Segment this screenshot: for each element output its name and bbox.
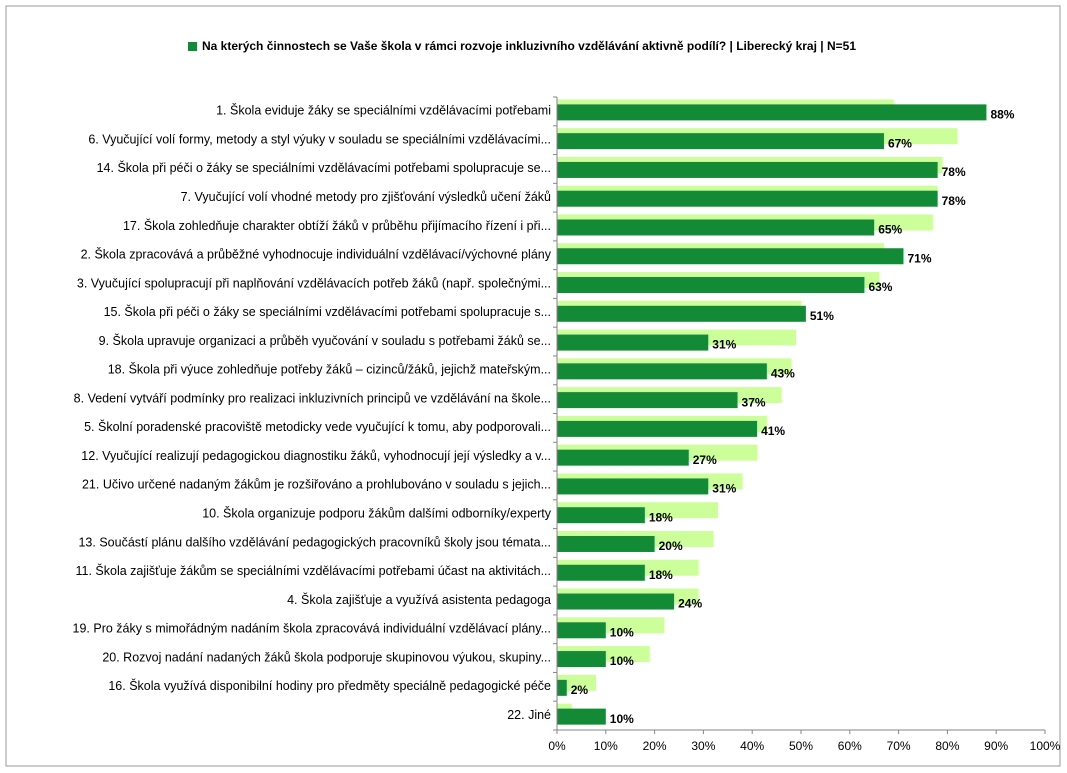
x-tick-label: 10% <box>594 739 618 753</box>
bar <box>557 219 875 236</box>
value-label: 78% <box>942 165 966 179</box>
value-label: 78% <box>942 194 966 208</box>
x-tick-label: 40% <box>740 739 764 753</box>
value-label: 67% <box>888 136 912 150</box>
x-tick-label: 20% <box>643 739 667 753</box>
category-label: 19. Pro žáky s mimořádným nadáním škola … <box>73 622 551 636</box>
category-label: 16. Škola využívá disponibilní hodiny pr… <box>108 678 551 693</box>
category-label: 3. Vyučující spolupracují při naplňování… <box>77 276 551 290</box>
category-label: 6. Vyučující volí formy, metody a styl v… <box>88 132 551 146</box>
value-label: 2% <box>571 683 589 697</box>
value-label: 37% <box>742 395 766 409</box>
bar <box>557 363 767 380</box>
category-label: 13. Součástí plánu dalšího vzdělávání pe… <box>78 535 551 549</box>
value-label: 51% <box>810 309 834 323</box>
category-label: 10. Škola organizuje podporu žákům další… <box>202 506 552 521</box>
bar <box>557 248 904 265</box>
value-label: 88% <box>990 108 1014 122</box>
bar <box>557 104 987 121</box>
bar <box>557 708 606 725</box>
value-label: 10% <box>610 625 634 639</box>
category-label: 20. Rozvoj nadání nadaných žáků škola po… <box>102 650 551 664</box>
x-tick-label: 90% <box>984 739 1008 753</box>
bar <box>557 622 606 639</box>
category-label: 15. Škola při péči o žáky se speciálními… <box>104 304 551 319</box>
value-label: 43% <box>771 367 795 381</box>
bar <box>557 535 655 552</box>
category-label: 4. Škola zajišťuje a využívá asistenta p… <box>287 592 551 607</box>
value-label: 10% <box>610 654 634 668</box>
bar <box>557 478 709 495</box>
value-label: 65% <box>878 223 902 237</box>
category-label: 5. Školní poradenské pracoviště metodick… <box>84 419 551 434</box>
bar <box>557 507 645 524</box>
x-tick-label: 30% <box>691 739 715 753</box>
bar <box>557 651 606 668</box>
bar <box>557 564 645 581</box>
value-label: 27% <box>693 453 717 467</box>
category-label: 21. Učivo určené nadaným žákům je rozšiř… <box>82 478 551 492</box>
category-label: 1. Škola eviduje žáky se speciálními vzd… <box>216 103 551 118</box>
x-tick-label: 50% <box>789 739 813 753</box>
x-tick-label: 100% <box>1030 739 1061 753</box>
bar <box>557 277 865 294</box>
value-label: 63% <box>868 280 892 294</box>
x-tick-label: 60% <box>838 739 862 753</box>
x-tick-label: 80% <box>935 739 959 753</box>
value-label: 71% <box>907 251 931 265</box>
category-label: 12. Vyučující realizují pedagogickou dia… <box>81 449 551 463</box>
category-label: 18. Škola při výuce zohledňuje potřeby ž… <box>108 362 551 377</box>
category-label: 14. Škola při péči o žáky se speciálními… <box>97 160 551 175</box>
bar <box>557 161 938 178</box>
category-label: 17. Škola zohledňuje charakter obtíží žá… <box>123 218 551 233</box>
bar <box>557 593 675 610</box>
category-label: 8. Vedení vytváří podmínky pro realizaci… <box>74 391 551 405</box>
value-label: 18% <box>649 510 673 524</box>
value-label: 20% <box>659 539 683 553</box>
x-tick-label: 70% <box>887 739 911 753</box>
category-label: 7. Vyučující volí vhodné metody pro zjiš… <box>181 190 551 204</box>
value-label: 31% <box>712 482 736 496</box>
bar <box>557 190 938 207</box>
bar <box>557 392 738 409</box>
value-label: 41% <box>761 424 785 438</box>
bar <box>557 305 806 322</box>
category-label: 11. Škola zajišťuje žákům se speciálními… <box>75 563 551 578</box>
value-label: 18% <box>649 568 673 582</box>
legend-swatch <box>188 42 197 51</box>
value-label: 24% <box>678 597 702 611</box>
bar <box>557 420 758 437</box>
legend-label: Na kterých činnostech se Vaše škola v rá… <box>202 39 856 53</box>
x-tick-label: 0% <box>548 739 566 753</box>
value-label: 31% <box>712 338 736 352</box>
value-label: 10% <box>610 712 634 726</box>
bar <box>557 334 709 351</box>
bar <box>557 679 567 696</box>
bar <box>557 133 884 150</box>
category-label: 2. Škola zpracovává a průběžné vyhodnocu… <box>81 247 552 262</box>
bar <box>557 449 689 466</box>
category-label: 9. Škola upravuje organizaci a průběh vy… <box>99 333 551 348</box>
category-label: 22. Jiné <box>507 708 551 722</box>
